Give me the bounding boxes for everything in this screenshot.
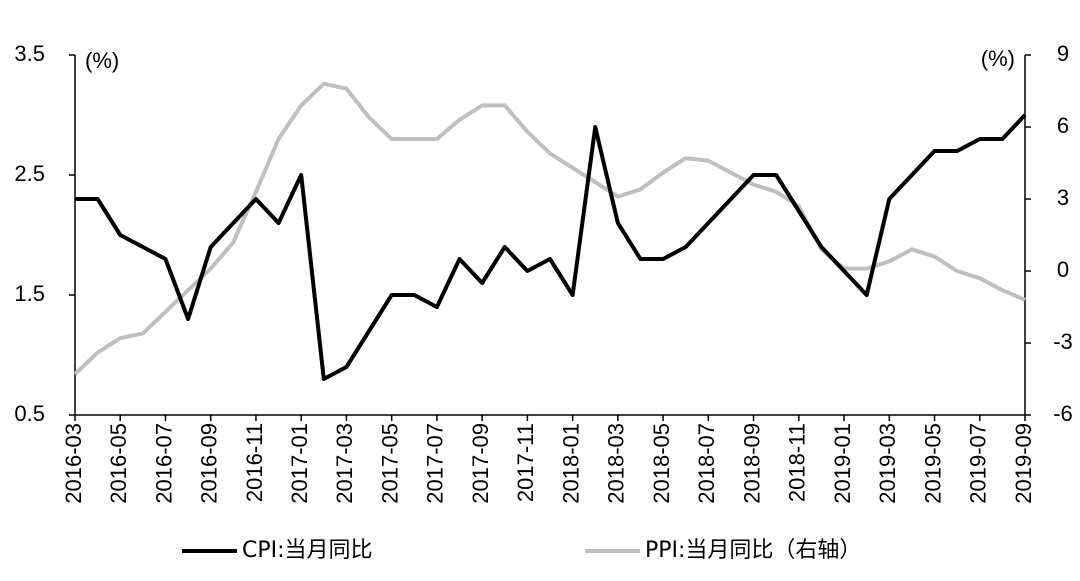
y-tick-label: 0.5 xyxy=(14,401,45,426)
x-tick-label: 2018-11 xyxy=(785,423,810,502)
x-tick-label: 2017-11 xyxy=(513,423,538,502)
y-tick-label: 2.5 xyxy=(14,161,45,186)
x-tick-label: 2017-03 xyxy=(332,423,357,504)
x-tick-label: 2017-05 xyxy=(377,423,402,504)
legend-label: CPI:当月同比 xyxy=(242,538,373,563)
x-tick-label: 2018-05 xyxy=(649,423,674,504)
y-unit: (%) xyxy=(85,48,119,73)
legend-label: PPI:当月同比（右轴） xyxy=(645,538,861,563)
y2-tick-label: 9 xyxy=(1057,41,1069,66)
x-tick-label: 2019-05 xyxy=(920,423,945,504)
y2-tick-label: -6 xyxy=(1053,401,1073,426)
x-tick-label: 2016-03 xyxy=(61,423,86,504)
y2-tick-label: -3 xyxy=(1053,329,1073,354)
x-tick-label: 2016-07 xyxy=(151,423,176,504)
x-tick-label: 2019-01 xyxy=(830,423,855,504)
x-tick-label: 2016-09 xyxy=(197,423,222,504)
x-tick-label: 2017-01 xyxy=(287,423,312,504)
x-tick-label: 2018-03 xyxy=(604,423,629,504)
x-tick-label: 2016-11 xyxy=(242,423,267,502)
y2-tick-label: 3 xyxy=(1057,185,1069,210)
y2-tick-label: 0 xyxy=(1057,257,1069,282)
x-tick-label: 2017-07 xyxy=(423,423,448,504)
y-tick-label: 3.5 xyxy=(14,41,45,66)
y2-tick-label: 6 xyxy=(1057,113,1069,138)
x-tick-label: 2019-07 xyxy=(966,423,991,504)
x-tick-label: 2018-09 xyxy=(739,423,764,504)
x-tick-label: 2019-09 xyxy=(1011,423,1036,504)
y2-unit: (%) xyxy=(981,46,1015,71)
series-line xyxy=(75,113,1027,381)
x-tick-label: 2019-03 xyxy=(875,423,900,504)
y-tick-label: 1.5 xyxy=(14,281,45,306)
x-tick-label: 2018-07 xyxy=(694,423,719,504)
series-line xyxy=(73,81,1026,376)
x-tick-label: 2018-01 xyxy=(558,423,583,504)
x-tick-label: 2016-05 xyxy=(106,423,131,504)
x-tick-label: 2017-09 xyxy=(468,423,493,504)
